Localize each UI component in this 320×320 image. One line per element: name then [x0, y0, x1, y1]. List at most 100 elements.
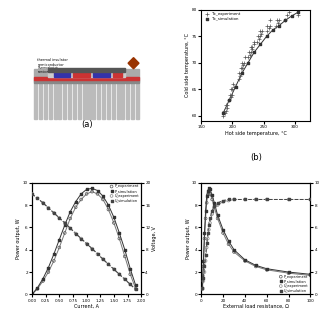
U_simulation — [200, 285, 205, 290]
Point — [238, 66, 243, 71]
P_simulation — [242, 257, 247, 262]
P_experiment — [286, 271, 291, 276]
Legend: P_experiment, P_simulation, U_experiment, U_simulation: P_experiment, P_simulation, U_experiment… — [109, 184, 140, 203]
Bar — [53, 83, 57, 119]
Bar — [49, 83, 52, 119]
P_experiment — [84, 191, 89, 196]
P_experiment — [203, 216, 208, 221]
P_simulation — [220, 227, 226, 232]
P_experiment — [231, 249, 236, 254]
P_simulation — [40, 276, 45, 281]
Bar — [121, 83, 124, 119]
U_simulation — [68, 225, 73, 230]
U_experiment — [308, 197, 313, 202]
P_experiment — [46, 269, 51, 275]
P_experiment — [100, 197, 106, 202]
U_simulation — [205, 230, 210, 236]
U_simulation — [226, 197, 231, 202]
P_experiment — [117, 236, 122, 241]
Legend: Tc_experiment, Tc_simulation: Tc_experiment, Tc_simulation — [203, 12, 240, 21]
P_simulation — [133, 283, 138, 288]
Point — [231, 84, 236, 89]
P_experiment — [57, 245, 62, 250]
P_experiment — [90, 189, 95, 194]
P_experiment — [40, 278, 45, 284]
Point — [260, 28, 265, 33]
Point — [233, 84, 238, 89]
Point — [264, 34, 269, 39]
Point — [283, 18, 288, 23]
U_experiment — [128, 282, 133, 287]
U_simulation — [79, 236, 84, 241]
Point — [228, 87, 234, 92]
U_experiment — [79, 236, 84, 241]
U_experiment — [46, 205, 51, 211]
Bar — [126, 83, 129, 119]
P_simulation — [95, 188, 100, 193]
U_experiment — [95, 252, 100, 257]
Text: (a): (a) — [81, 120, 92, 129]
U_simulation — [203, 253, 208, 258]
Point — [289, 13, 294, 19]
Bar — [83, 83, 86, 119]
P_simulation — [46, 265, 51, 270]
X-axis label: Hot side temperature, °C: Hot side temperature, °C — [225, 131, 287, 136]
U_simulation — [207, 216, 212, 221]
Point — [224, 103, 229, 108]
P_experiment — [122, 254, 127, 259]
Point — [229, 87, 234, 92]
P_simulation — [215, 212, 220, 218]
P_simulation — [51, 252, 56, 257]
Bar — [73, 83, 76, 119]
Point — [246, 50, 251, 55]
U_experiment — [57, 215, 62, 220]
P_experiment — [35, 286, 40, 292]
P_experiment — [308, 273, 313, 278]
U_experiment — [203, 258, 208, 263]
Point — [225, 105, 230, 110]
U_simulation — [201, 275, 206, 280]
U_simulation — [46, 205, 51, 211]
P_simulation — [106, 203, 111, 208]
P_simulation — [128, 266, 133, 271]
Y-axis label: Voltage, V: Voltage, V — [152, 226, 157, 251]
P_experiment — [128, 272, 133, 277]
P_experiment — [79, 197, 84, 202]
U_experiment — [212, 206, 217, 211]
U_simulation — [212, 204, 217, 209]
U_simulation — [62, 220, 67, 226]
U_experiment — [264, 197, 269, 202]
P_experiment — [106, 207, 111, 212]
Point — [259, 31, 264, 36]
Point — [240, 60, 245, 65]
P_simulation — [84, 187, 89, 192]
U_simulation — [111, 267, 116, 272]
P_simulation — [90, 186, 95, 191]
Bar — [102, 83, 105, 119]
Bar — [87, 83, 91, 119]
Point — [252, 50, 257, 55]
U_experiment — [204, 245, 209, 250]
Y-axis label: Power output, W: Power output, W — [186, 218, 190, 259]
Point — [286, 10, 291, 15]
P_experiment — [206, 190, 212, 195]
P_simulation — [203, 208, 208, 213]
Point — [242, 55, 247, 60]
Point — [258, 42, 263, 47]
U_simulation — [128, 282, 133, 287]
P_experiment — [68, 216, 73, 221]
P_experiment — [205, 192, 210, 197]
Bar — [113, 72, 122, 77]
U_experiment — [29, 191, 35, 196]
U_experiment — [200, 286, 205, 292]
P_experiment — [264, 267, 269, 272]
P_simulation — [35, 285, 40, 290]
Bar — [34, 80, 139, 83]
P_simulation — [210, 192, 215, 197]
Point — [241, 60, 246, 65]
Point — [283, 18, 288, 23]
U_experiment — [286, 197, 291, 202]
Point — [220, 113, 226, 118]
U_simulation — [215, 200, 220, 205]
Point — [240, 63, 245, 68]
